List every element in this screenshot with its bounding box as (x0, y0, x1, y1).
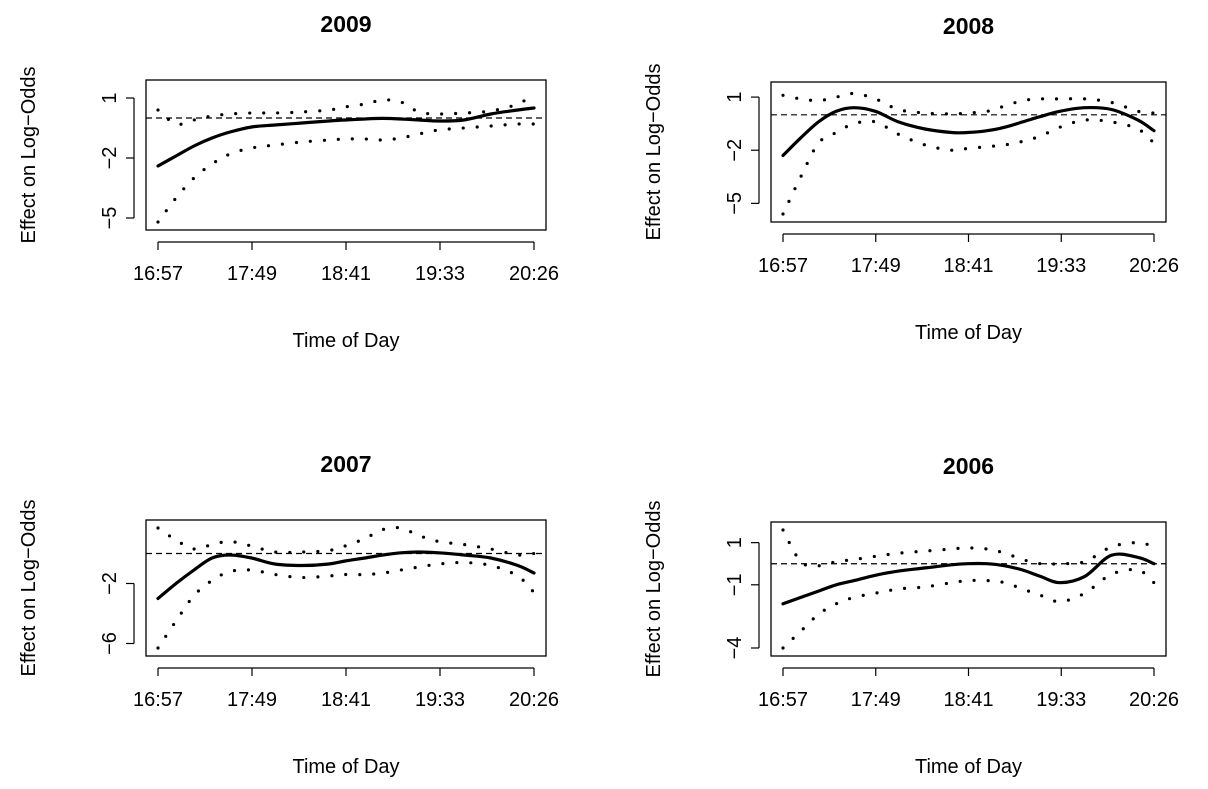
y-axis-label: Effect on Log−Odds (18, 67, 40, 244)
upper-bound-line (156, 525, 536, 557)
upper-bound-line (781, 91, 1156, 116)
x-tick-label: 19:33 (415, 263, 465, 285)
x-tick-label: 17:49 (227, 263, 277, 285)
y-axis-label: Effect on Log−Odds (643, 64, 665, 241)
y-tick-label: 1 (724, 537, 746, 548)
x-axis-label: Time of Day (915, 756, 1022, 778)
x-axis-label: Time of Day (292, 330, 399, 352)
y-tick-label: −2 (99, 572, 121, 595)
plot-frame (145, 519, 547, 657)
chart-title: 2006 (943, 453, 994, 479)
x-tick-label: 17:49 (227, 689, 277, 711)
x-tick-label: 20:26 (1129, 255, 1179, 277)
y-tick-label: 1 (99, 92, 121, 103)
y-tick-label: −1 (724, 573, 746, 596)
estimate-line (781, 105, 1156, 158)
plot-frame (145, 79, 547, 231)
y-tick-label: −6 (99, 632, 121, 655)
y-tick-label: −5 (724, 192, 746, 215)
x-tick-label: 20:26 (509, 263, 559, 285)
x-tick-label: 17:49 (851, 255, 901, 277)
x-tick-label: 20:26 (1129, 689, 1179, 711)
y-tick-label: −5 (99, 207, 121, 230)
estimate-line (156, 550, 536, 601)
chart-title: 2009 (320, 11, 371, 37)
estimate-line (781, 552, 1156, 606)
x-tick-label: 16:57 (133, 689, 183, 711)
x-tick-label: 18:41 (943, 255, 993, 277)
x-tick-label: 19:33 (1036, 255, 1086, 277)
x-tick-label: 17:49 (851, 689, 901, 711)
x-tick-label: 20:26 (509, 689, 559, 711)
chart-title: 2007 (320, 451, 371, 477)
x-axis-label: Time of Day (292, 756, 399, 778)
plot-frame (770, 521, 1167, 657)
chart-panel-2009: 2009 16:57 17:49 18:41 19:33 20:26 Time of Day… (18, 11, 559, 352)
x-tick-label: 16:57 (758, 255, 808, 277)
x-tick-label: 16:57 (133, 263, 183, 285)
lower-bound-line (781, 567, 1156, 650)
lower-bound-line (156, 122, 536, 224)
y-tick-label: −2 (99, 147, 121, 170)
x-tick-label: 18:41 (943, 689, 993, 711)
upper-bound-line (781, 528, 1156, 568)
y-axis-label: Effect on Log−Odds (18, 500, 40, 677)
x-tick-label: 18:41 (321, 263, 371, 285)
chart-panel-2006: 2006 16:57 17:49 18:41 19:33 20:26 Time of Day… (643, 453, 1179, 778)
x-tick-label: 19:33 (1036, 689, 1086, 711)
x-axis-label: Time of Day (915, 322, 1022, 344)
x-tick-label: 18:41 (321, 689, 371, 711)
y-tick-label: −2 (724, 139, 746, 162)
chart-panel-2008: 2008 16:57 17:49 18:41 19:33 20:26 Time of Day… (643, 13, 1179, 344)
y-tick-label: 1 (724, 92, 746, 103)
chart-title: 2008 (943, 13, 994, 39)
plot-frame (770, 81, 1167, 223)
x-tick-label: 16:57 (758, 689, 808, 711)
chart-panel-2007: 2007 16:57 17:49 18:41 19:33 20:26 Time of Day… (18, 451, 559, 778)
lower-bound-line (156, 560, 536, 650)
y-axis-label: Effect on Log−Odds (643, 501, 665, 678)
y-tick-label: −4 (724, 637, 746, 660)
x-tick-label: 19:33 (415, 689, 465, 711)
estimate-line (156, 106, 536, 168)
